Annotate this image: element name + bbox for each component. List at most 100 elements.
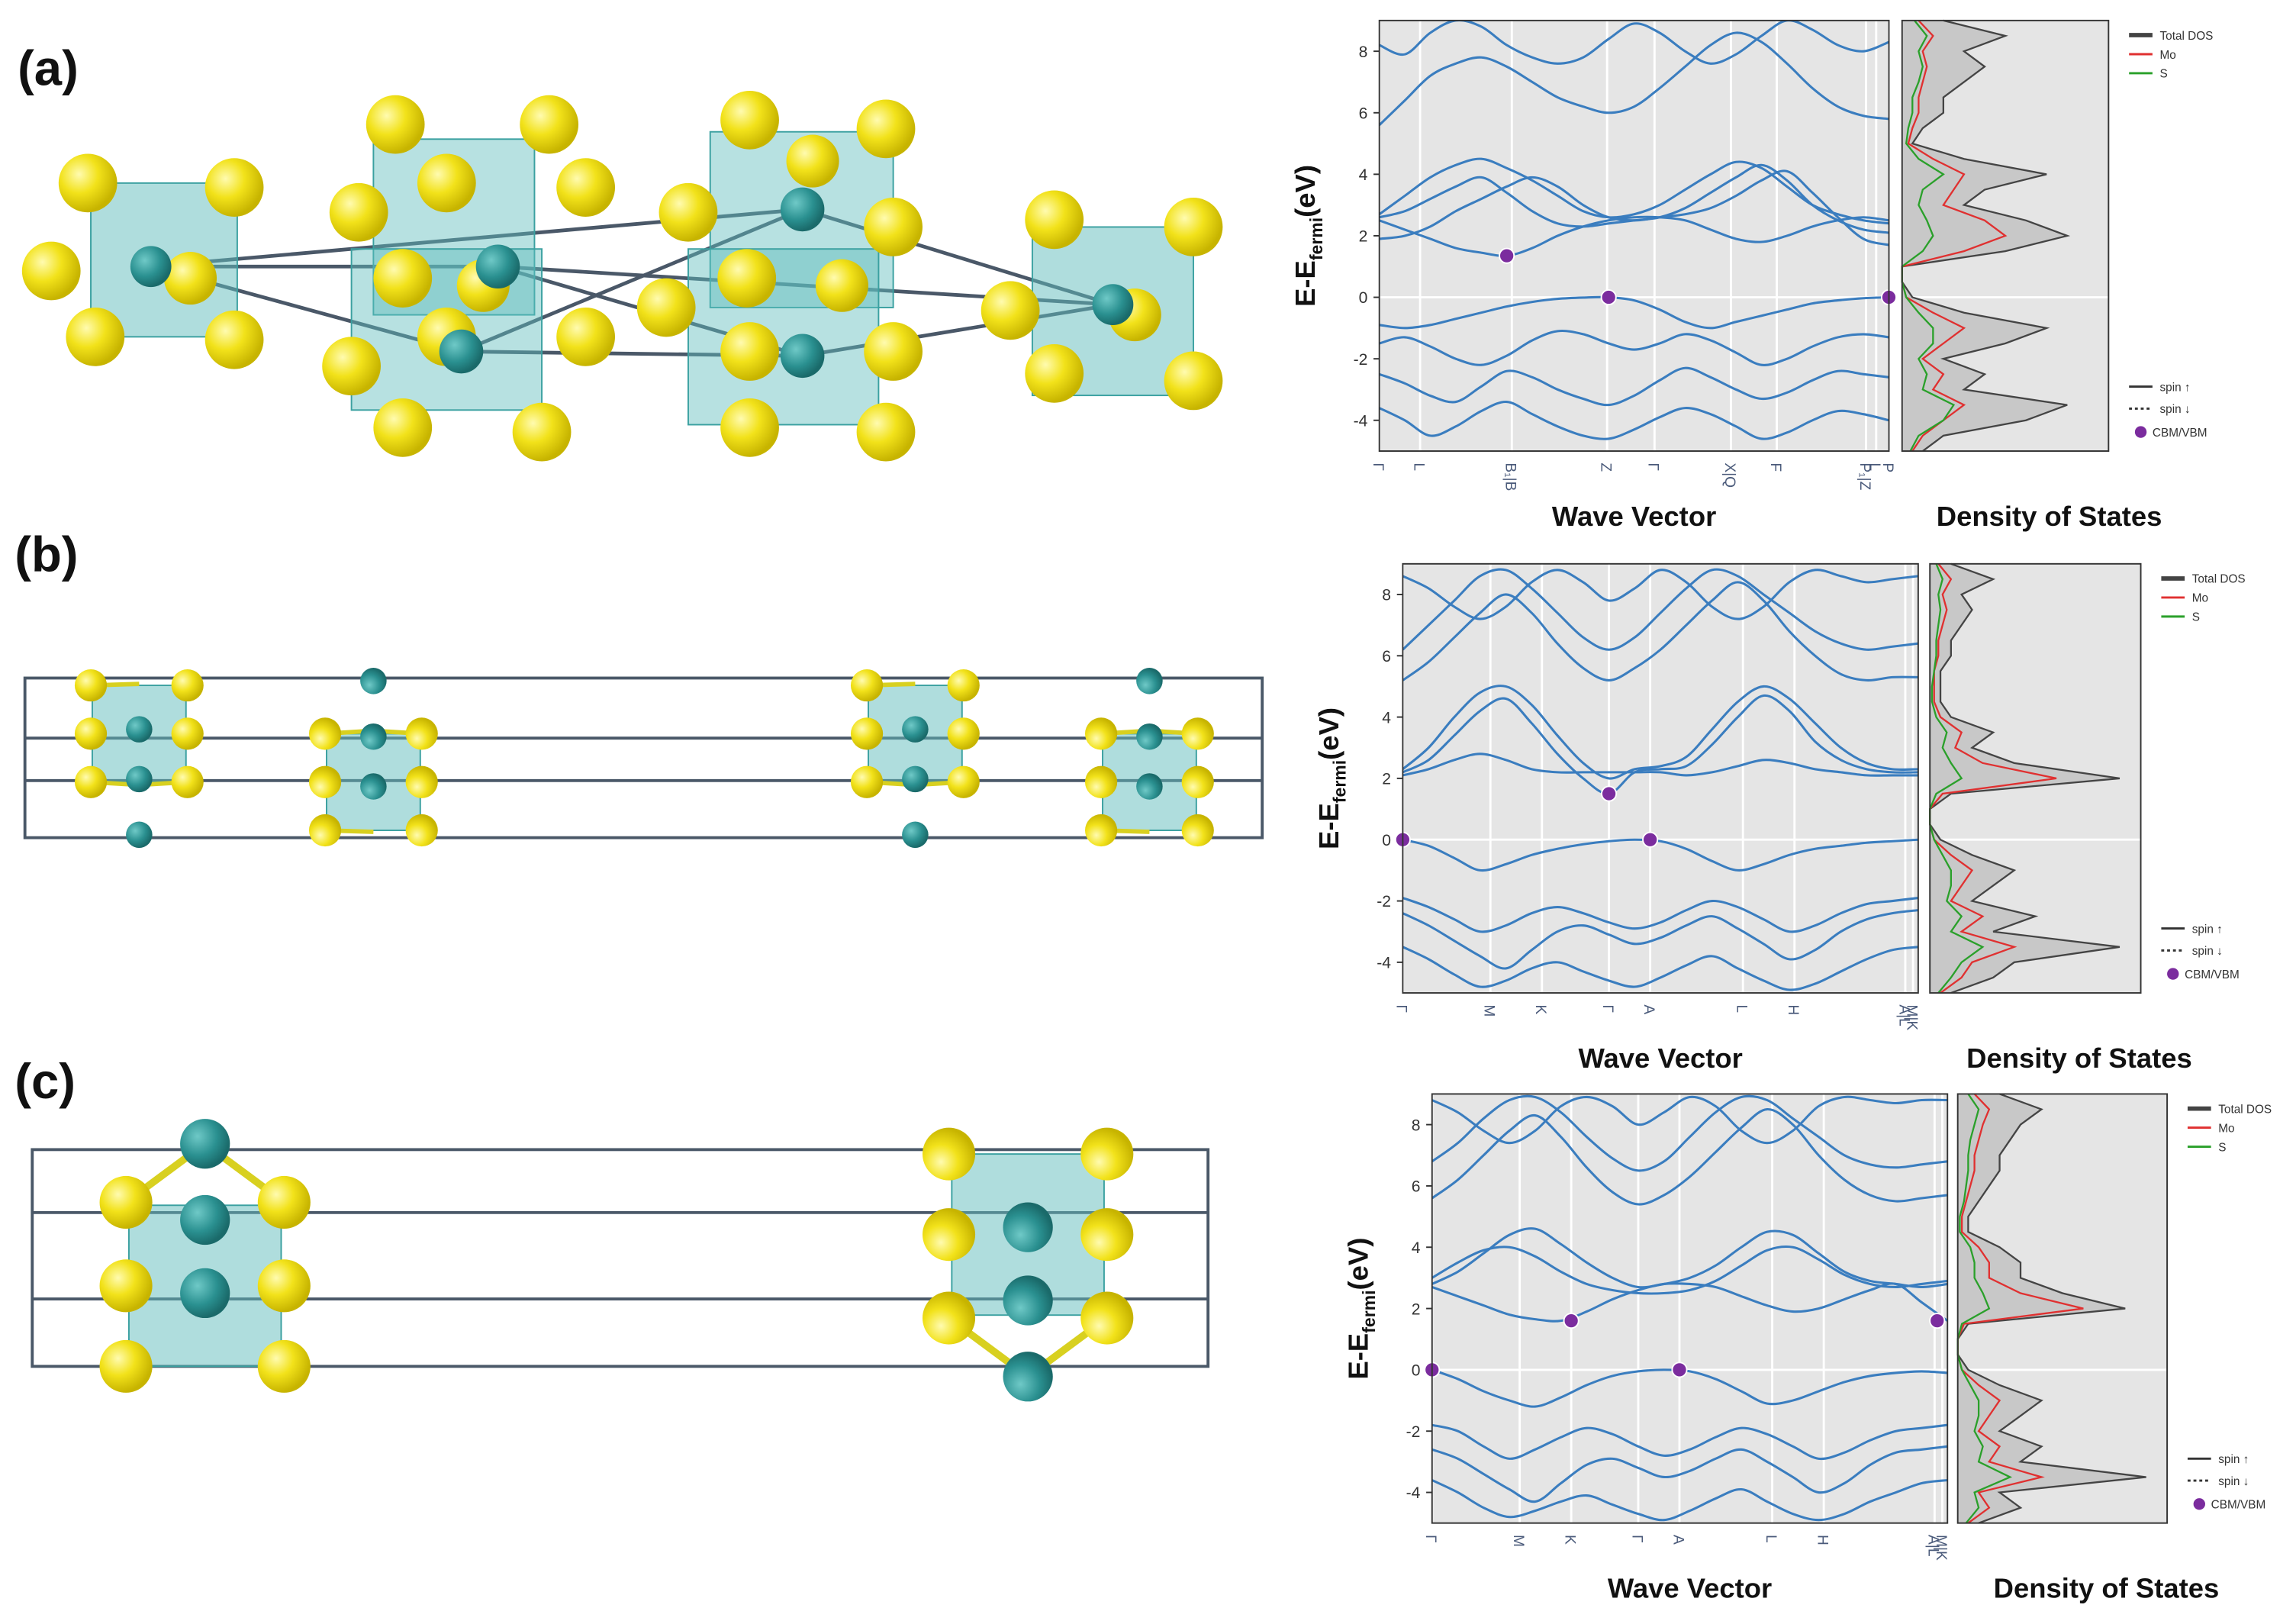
band [1402,694,1918,795]
structure-b [23,668,1264,848]
band [1402,752,1918,777]
cbm-vbm-point [1563,1313,1580,1329]
structure-a [21,90,1223,462]
y-axis-title-main: E-E [1290,260,1321,307]
band [1402,581,1918,682]
k-point-label: Γ [1422,1535,1438,1543]
legend-label: Total DOS [2218,1103,2272,1116]
y-tick-label: -2 [1354,351,1368,369]
y-axis-title-unit: (eV) [1290,165,1321,218]
dos-axis-title: Density of States [1966,1042,2192,1074]
k-point-label: Γ [1393,1004,1409,1013]
k-point-label: M [1481,1004,1497,1017]
k-point-label: L [1410,462,1426,471]
cbm-vbm-swatch [2134,426,2147,438]
cbm-vbm-swatch [2193,1498,2205,1510]
dos-line [1956,1093,2146,1524]
y-tick-label: 8 [1359,44,1368,61]
y-axis-title-unit: (eV) [1342,1238,1373,1291]
x-axis-title: Wave Vector [1578,1042,1742,1074]
band [1431,1368,1948,1408]
y-axis-title: E-Efermi(eV) [1290,165,1326,307]
cbm-vbm-label: CBM/VBM [2153,427,2207,440]
dos-area [1957,1094,2146,1523]
band [1431,1107,1948,1206]
plot-frame [1431,1093,1949,1524]
legend-label: S [2218,1141,2226,1154]
x-axis-title: Wave Vector [1608,1573,1772,1604]
band [1402,838,1918,872]
k-point-label: A [1670,1535,1686,1545]
panel-label: (a) [18,40,79,95]
band [1431,1095,1948,1145]
y-axis-title: E-Efermi(eV) [1342,1238,1379,1380]
y-tick-label: 6 [1382,648,1391,665]
cbm-vbm-label: CBM/VBM [2211,1499,2266,1512]
y-tick-label: 2 [1412,1300,1421,1318]
y-tick-label: 8 [1412,1117,1421,1134]
dos-axis-title: Density of States [1937,501,2162,532]
k-point-label: P [1879,462,1895,472]
dos-line [1956,1093,2084,1524]
k-point-label: L [1866,462,1882,471]
band [1379,366,1889,407]
cbm-vbm-label: CBM/VBM [2185,968,2240,981]
k-point-label: L [1763,1535,1779,1543]
legend-label: Total DOS [2192,573,2246,586]
cbm-vbm-point [1600,288,1617,306]
dos-frame [1901,19,2110,452]
y-tick-label: 4 [1382,709,1391,727]
k-point-label: K [1532,1004,1548,1014]
plot-background [1402,563,1918,994]
y-tick-label: 0 [1359,289,1368,307]
y-tick-label: -4 [1406,1484,1421,1502]
k-point-label: A|L [1925,1535,1941,1557]
k-point-label: A|L [1895,1004,1911,1026]
dos-line [1929,563,1985,994]
k-point-label: H [1814,1535,1830,1545]
dos-line [1929,563,2057,994]
plot-background [1431,1094,1948,1523]
y-axis-title-main: E-E [1313,803,1344,849]
spin-label: spin ↓ [2159,403,2190,416]
k-point-label: Z [1598,462,1614,472]
y-tick-label: 6 [1412,1178,1421,1196]
band [1402,568,1918,651]
dos-line [1901,19,2071,452]
k-point-label: A [1641,1004,1657,1014]
band [1379,169,1889,247]
y-tick-label: 4 [1359,166,1368,184]
y-axis-title-sub: fermi [1359,1290,1379,1332]
k-point-label: B₁|B [1502,462,1518,491]
k-point-label: M|K [1903,1004,1919,1030]
k-point-label: K [1561,1535,1577,1545]
x-axis-title: Wave Vector [1552,501,1716,532]
k-point-label: P₁|Z [1856,462,1873,490]
y-axis-title-sub: fermi [1330,760,1350,803]
y-tick-label: 2 [1359,228,1368,246]
band [1379,215,1889,257]
band [1402,685,1918,780]
cbm-vbm-point [1929,1313,1946,1329]
legend-label: S [2159,68,2167,81]
band [1379,401,1889,440]
plot-background [1379,20,1889,452]
spin-label: spin ↓ [2192,945,2223,958]
k-point-label: H [1785,1004,1801,1015]
band [1431,1282,1948,1323]
k-point-label: Γ [1628,1535,1644,1543]
legend-label: S [2192,611,2200,624]
dos-line [1929,562,2120,994]
dos-frame [1956,1093,2169,1524]
k-point-label: M [1510,1535,1526,1547]
band [1402,897,1918,933]
legend-label: Mo [2159,49,2175,62]
k-point-label: Γ [1599,1004,1615,1013]
dos-line [1901,20,2008,452]
y-tick-label: 8 [1382,587,1391,604]
band [1379,330,1889,366]
spin-label: spin ↑ [2192,923,2223,936]
k-point-label: M|K [1933,1535,1949,1561]
